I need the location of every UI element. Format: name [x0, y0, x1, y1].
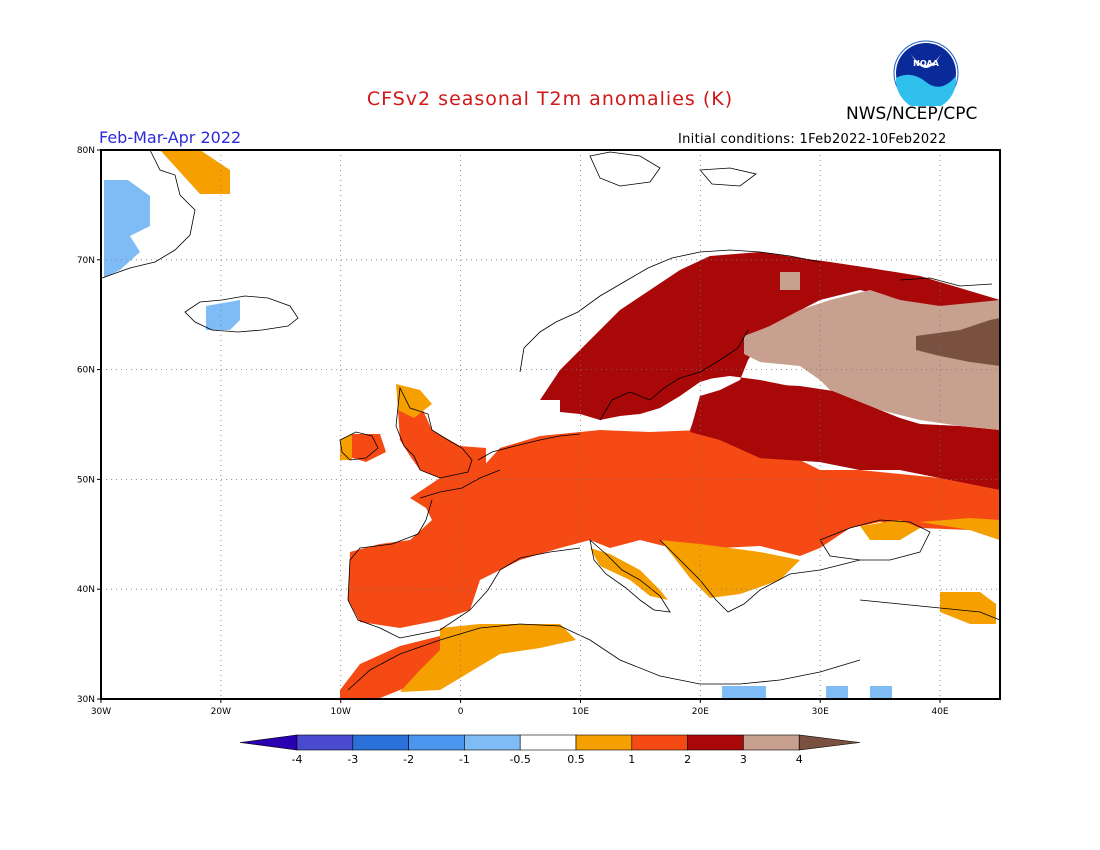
coastlines — [101, 149, 1001, 691]
lat-tick-label: 40N — [77, 585, 95, 595]
colorbar-label: 3 — [740, 753, 747, 766]
colorbar-label: -1 — [459, 753, 470, 766]
colorbar-label: 0.5 — [567, 753, 585, 766]
anomaly-region — [160, 150, 230, 194]
lon-tick-label: 30W — [91, 707, 111, 717]
colorbar-arrow-high — [798, 734, 861, 751]
lat-tick-label: 50N — [77, 475, 95, 485]
colorbar-swatch — [519, 734, 577, 751]
colorbar-arrow-low — [239, 734, 298, 751]
anomaly-region — [722, 686, 766, 698]
colorbar-label: -4 — [292, 753, 303, 766]
map-frame — [100, 149, 1001, 700]
colorbar-swatch — [352, 734, 409, 751]
anomaly-region — [780, 272, 800, 290]
svg-text:NOAA: NOAA — [913, 59, 939, 68]
anomaly-region — [396, 384, 432, 418]
lat-tick-label: 80N — [77, 146, 95, 156]
anomaly-cells — [104, 150, 1000, 698]
lon-tick-label: 0 — [458, 707, 464, 717]
colorbar-label: -3 — [347, 753, 358, 766]
colorbar-swatch — [687, 734, 744, 751]
colorbar-label: 4 — [796, 753, 803, 766]
colorbar-swatch — [296, 734, 354, 751]
season-label: Feb-Mar-Apr 2022 — [99, 128, 242, 147]
anomaly-region — [346, 434, 386, 462]
colorbar-label: 1 — [628, 753, 635, 766]
colorbar-label: -0.5 — [509, 753, 530, 766]
anomaly-region — [744, 290, 1000, 430]
anomaly-region — [920, 518, 1000, 540]
lat-tick-label: 60N — [77, 366, 95, 376]
anomaly-region — [660, 540, 800, 598]
chart-title: CFSv2 seasonal T2m anomalies (K) — [366, 88, 734, 110]
colorbar-swatch — [464, 734, 521, 751]
lon-tick-label: 10W — [331, 707, 351, 717]
lon-tick-label: 40E — [931, 707, 948, 717]
axis-ticks: 30W 20W 10W 0 10E 20E 30E 40E 80N 70N 60N 50N 40N 30N — [77, 146, 949, 717]
lon-tick-label: 30E — [812, 707, 829, 717]
lon-tick-label: 20E — [692, 707, 709, 717]
anomaly-region — [104, 180, 150, 278]
anomaly-region — [870, 686, 892, 698]
anomaly-region — [916, 318, 1000, 366]
lat-tick-label: 70N — [77, 256, 95, 266]
anomaly-region — [398, 404, 486, 478]
anomaly-region — [690, 384, 1000, 490]
anomaly-region — [600, 328, 748, 420]
anomaly-region — [860, 520, 920, 540]
noaa-logo-icon: NOAA — [893, 40, 959, 106]
colorbar-swatch — [743, 734, 800, 751]
colorbar-label: 2 — [684, 753, 691, 766]
lon-tick-label: 10E — [572, 707, 589, 717]
anomaly-region — [400, 624, 576, 692]
anomaly-region — [826, 686, 848, 698]
colorbar-swatch — [575, 734, 633, 751]
anomaly-region — [206, 300, 240, 330]
anomaly-region — [940, 592, 996, 624]
lat-tick-label: 30N — [77, 695, 95, 705]
lon-tick-label: 20W — [211, 707, 231, 717]
initial-conditions-label: Initial conditions: 1Feb2022-10Feb2022 — [678, 132, 947, 147]
colorbar-label: -2 — [403, 753, 414, 766]
agency-label: NWS/NCEP/CPC — [846, 104, 978, 124]
colorbar-swatch — [408, 734, 465, 751]
colorbar-swatch — [631, 734, 688, 751]
colorbar: -4 -3 -2 -1 -0.5 0.5 1 2 3 4 — [239, 734, 861, 766]
